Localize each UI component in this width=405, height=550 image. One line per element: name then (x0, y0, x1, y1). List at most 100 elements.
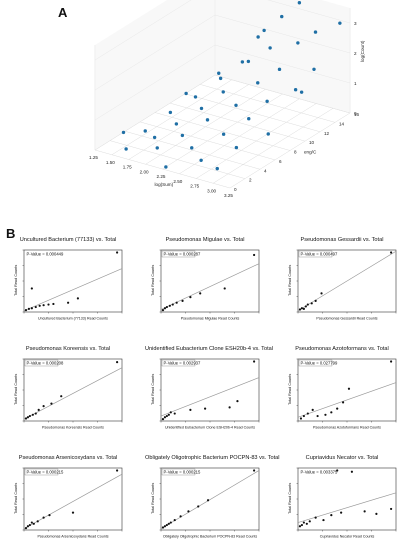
data-point-3d (215, 166, 219, 171)
regression-line (297, 250, 397, 312)
data-point (167, 413, 170, 416)
scatter-plot: P-Value = 0.000215 Total Read Counts Pseud… (14, 467, 123, 539)
scatter-title: Pseudomonas Gessardii vs. Total (300, 237, 384, 243)
x-tick-label-3d: 3.25 (224, 193, 233, 198)
data-point (299, 417, 303, 420)
data-point (228, 406, 231, 409)
data-point (47, 303, 50, 306)
data-point (298, 525, 302, 528)
data-point-3d (312, 67, 316, 71)
data-point-3d (247, 116, 251, 121)
data-point-3d (296, 41, 300, 45)
regression-line (297, 382, 397, 418)
x-tick-label-3d: 2.50 (173, 179, 182, 184)
z-tick-label-3d: 0 (354, 111, 357, 116)
data-point (189, 296, 192, 299)
pvalue-label: P-Value = 0.000215 (27, 470, 64, 475)
scatter-plot: P-Value = 0.000449 Total Read Counts Uncul… (14, 249, 123, 321)
data-point (305, 522, 308, 525)
scatter-title: Unidentified Eubacterium Clone ESH20b-4 … (145, 346, 273, 352)
data-point (171, 303, 174, 306)
data-point-3d (164, 165, 168, 169)
data-point-3d (152, 135, 157, 140)
x-tick-label-3d: 1.75 (123, 165, 132, 170)
data-point-3d (121, 130, 126, 135)
regression-line (23, 367, 123, 420)
data-point (116, 361, 119, 364)
data-point (52, 302, 55, 306)
y-axis-label: Total Read Counts (288, 374, 292, 405)
x-tick-label-3d: 2.25 (157, 174, 166, 179)
data-point (42, 304, 45, 307)
scatter-plot: P-Value = 0.002937 Total Read Counts Unide… (151, 358, 260, 430)
panel-label-b: B (6, 226, 16, 241)
data-point (322, 518, 325, 522)
data-point-3d (124, 147, 128, 151)
data-point (50, 402, 53, 405)
data-point (42, 516, 45, 519)
data-point-3d (221, 132, 226, 136)
data-point (27, 307, 30, 310)
pvalue-box (298, 359, 333, 367)
data-point (175, 301, 178, 304)
data-point (187, 510, 190, 513)
y-axis-label: Total Read Counts (151, 483, 155, 514)
data-point-3d (184, 91, 188, 96)
data-point (390, 360, 393, 363)
data-point-3d (199, 106, 204, 111)
data-point (24, 417, 28, 420)
data-point-3d (143, 129, 147, 133)
left-pane (95, 0, 215, 150)
plot-frame (297, 358, 397, 422)
scatter-panel: Pseudomonas Koreensis vs. Total P-Value =… (8, 346, 128, 438)
data-point (223, 287, 226, 290)
pvalue-label: P-Value = 0.000215 (164, 470, 201, 475)
y-tick-label-3d: 2 (249, 178, 252, 183)
data-point (302, 414, 305, 418)
data-point (168, 304, 171, 307)
data-point (206, 499, 210, 502)
scatter-title: Pseudomonas Migulae vs. Total (165, 237, 245, 243)
data-point (36, 520, 39, 523)
scatter-title: Pseudomonas Koreensis vs. Total (25, 346, 111, 352)
scatter-title: Cupriavidus Necator vs. Total (305, 455, 379, 461)
data-point-3d (218, 76, 223, 81)
data-point (330, 411, 333, 414)
scatter-plot: P-Value = 0.000208 Total Read Counts Pseud… (14, 358, 123, 430)
data-point (253, 360, 256, 363)
data-point (60, 395, 63, 398)
data-point (320, 292, 323, 295)
data-point (308, 520, 311, 523)
y-tick-label-3d: 4 (264, 168, 267, 173)
regression-line (23, 268, 123, 312)
data-point-3d (338, 21, 342, 25)
data-point-3d (199, 158, 203, 162)
y-axis-label: Total Read Counts (14, 483, 18, 514)
data-point (48, 514, 51, 517)
y-tick-label-3d: 12 (324, 131, 330, 136)
data-point-3d (266, 132, 270, 136)
regression-line (160, 377, 260, 417)
y-tick-label-3d: 14 (339, 121, 345, 126)
data-point (197, 505, 200, 508)
data-point (336, 407, 339, 410)
data-point (76, 297, 79, 300)
data-point (161, 526, 165, 529)
scatter-plot: P-Value = 0.027799 Total Read Counts Pseud… (288, 358, 397, 430)
data-point-3d (313, 30, 318, 34)
data-point (204, 407, 207, 410)
pvalue-label: P-Value = 0.000449 (27, 252, 64, 257)
data-point (300, 523, 304, 527)
data-point (30, 287, 33, 290)
data-point (161, 309, 165, 312)
data-point (28, 523, 31, 527)
x-axis-label: Pseudomonas Gessardii Read Counts (316, 317, 377, 321)
data-point (347, 387, 351, 390)
data-point (311, 408, 314, 411)
data-point (24, 309, 28, 312)
data-point-3d (265, 99, 269, 103)
pvalue-label: P-Value = 0.000497 (301, 252, 338, 257)
plot-frame (23, 358, 123, 422)
scatter-panel: Pseudomonas Migulae vs. Total P-Value = 0… (145, 237, 265, 329)
data-point (306, 412, 309, 415)
